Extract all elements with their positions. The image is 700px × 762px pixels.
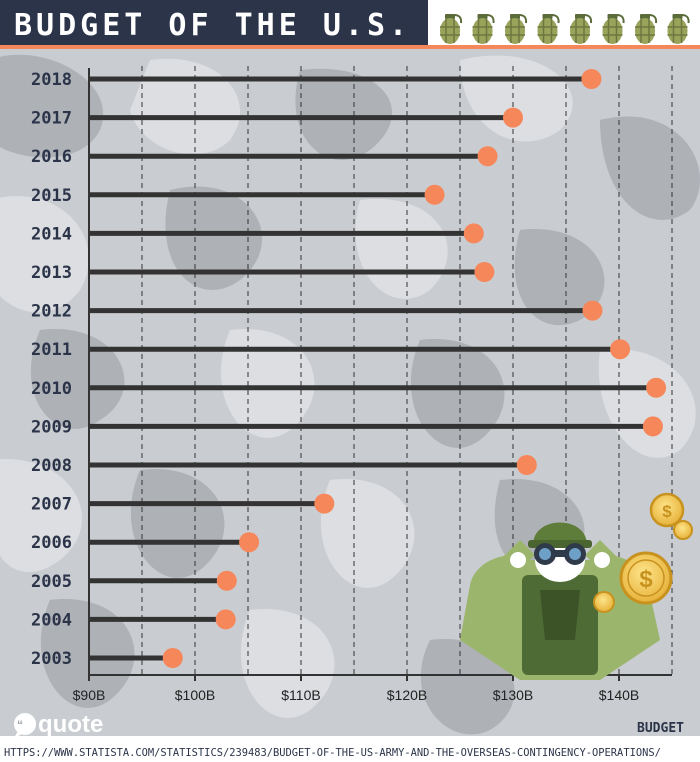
dollar-coin-icon: $ — [619, 551, 673, 605]
year-label: 2012 — [31, 302, 72, 322]
lollipop-dot — [477, 146, 498, 167]
source-url: HTTPS://WWW.STATISTA.COM/STATISTICS/2394… — [4, 747, 661, 759]
quote-logo: “ quote — [14, 711, 103, 738]
year-label: 2009 — [31, 417, 72, 437]
lollipop-dot — [216, 570, 237, 591]
lollipop-dot — [581, 69, 602, 89]
svg-text:$: $ — [639, 566, 653, 593]
year-label: 2018 — [31, 70, 72, 90]
dollar-coin-icon: $ — [649, 492, 685, 528]
x-tick-label: $110B — [281, 687, 320, 703]
x-axis-ticks: $90B $100B $110B $120B $130B $140B — [73, 675, 639, 703]
year-label: 2005 — [31, 572, 72, 592]
year-label: 2010 — [31, 379, 72, 399]
year-label: 2011 — [31, 340, 72, 360]
x-tick-label: $90B — [73, 687, 106, 703]
lollipop-dot — [610, 339, 631, 360]
logo-text: quote — [38, 711, 103, 738]
x-tick-label: $120B — [387, 687, 427, 703]
lollipop-dot — [503, 107, 523, 128]
year-label: 2015 — [31, 186, 72, 206]
x-axis-title: BUDGET — [637, 721, 684, 736]
x-tick-label: $130B — [493, 687, 533, 703]
footer-bar — [0, 738, 700, 762]
dollar-coin-icon — [593, 591, 615, 613]
lollipop-dot — [314, 493, 335, 514]
lollipop-dot — [582, 300, 603, 321]
x-tick-label: $100B — [175, 687, 215, 703]
svg-text:$: $ — [662, 502, 672, 521]
lollipop-dot — [474, 262, 495, 282]
dollar-coin-icon — [673, 520, 693, 540]
year-label: 2007 — [31, 495, 72, 515]
lollipop-dot — [642, 416, 663, 437]
chart-series: 2018 2017 2016 2015 2014 2013 2012 2011 2010 2009… — [31, 69, 667, 669]
year-label: 2004 — [31, 610, 72, 630]
lollipop-dot — [215, 609, 236, 630]
soldier-with-binoculars-icon — [460, 522, 660, 680]
title-background — [0, 0, 428, 46]
year-label: 2003 — [31, 649, 72, 669]
year-label: 2017 — [31, 109, 72, 129]
chart-title: BUDGET OF THE U.S. ARMY — [14, 8, 521, 43]
quote-bubble-icon — [14, 713, 36, 735]
year-label: 2008 — [31, 456, 72, 476]
year-label: 2006 — [31, 533, 72, 553]
lollipop-dot — [162, 648, 183, 668]
lollipop-dot — [516, 455, 537, 475]
year-label: 2013 — [31, 263, 72, 283]
header-accent-line — [0, 45, 700, 49]
x-tick-label: $140B — [599, 687, 639, 703]
svg-text:“: “ — [17, 718, 23, 732]
lollipop-dot — [646, 377, 667, 398]
lollipop-dot — [463, 223, 484, 244]
lollipop-dot — [239, 532, 260, 553]
lollipop-dot — [424, 184, 445, 205]
year-label: 2016 — [31, 147, 72, 167]
year-label: 2014 — [31, 224, 72, 244]
